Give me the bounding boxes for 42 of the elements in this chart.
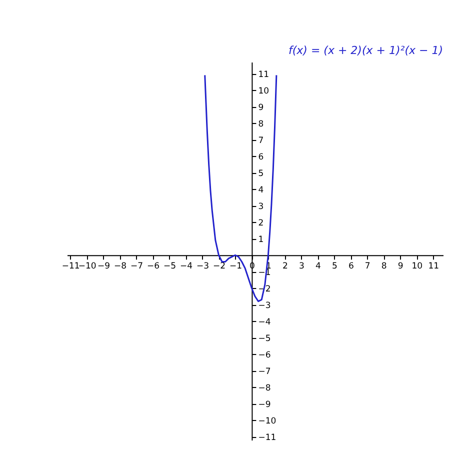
y-tick-label: 9 — [258, 103, 264, 114]
x-tick-label: 7 — [364, 262, 370, 272]
x-tick-label: −2 — [212, 262, 226, 272]
x-tick-label: 9 — [398, 262, 404, 272]
y-tick-label: −4 — [258, 318, 271, 328]
x-tick-label: 4 — [315, 262, 321, 272]
y-tick-label: 3 — [258, 202, 264, 212]
y-tick-label: 7 — [258, 136, 264, 146]
x-tick-label: −6 — [146, 262, 160, 272]
y-tick-label: 10 — [258, 86, 270, 97]
y-tick-label: −6 — [258, 350, 271, 361]
x-tick-label: 11 — [428, 262, 440, 272]
x-tick-label: −4 — [180, 262, 192, 272]
y-tick-label: −9 — [258, 400, 271, 410]
x-tick-label: −1 — [229, 262, 242, 272]
x-tick-label: −3 — [196, 262, 209, 272]
y-tick-label: −8 — [258, 384, 271, 394]
x-tick-label: 6 — [348, 262, 354, 272]
y-tick-label: −7 — [258, 367, 271, 378]
y-tick-label: 2 — [258, 218, 264, 229]
y-tick-label: −3 — [258, 301, 271, 312]
x-tick-label: 5 — [332, 262, 338, 272]
x-tick-label: 8 — [381, 262, 387, 272]
y-tick-label: 1 — [258, 235, 264, 246]
x-tick-label: −9 — [98, 262, 110, 272]
y-tick-label: 8 — [258, 120, 264, 130]
y-tick-label: 5 — [258, 169, 264, 180]
x-tick-label: −8 — [114, 262, 127, 272]
x-tick-label: −10 — [78, 262, 96, 272]
x-tick-label: 3 — [298, 262, 304, 272]
y-tick-label: 4 — [258, 186, 264, 196]
x-tick-label: −7 — [130, 262, 144, 272]
y-tick-label: −5 — [258, 334, 271, 344]
y-tick-label: −10 — [258, 416, 276, 427]
x-tick-label: −5 — [163, 262, 176, 272]
y-tick-label: 11 — [258, 70, 270, 80]
series-label: f(x) = (x + 2)(x + 1)²(x − 1) — [288, 44, 443, 57]
y-tick-label: −11 — [258, 433, 276, 444]
x-tick-label: −11 — [62, 262, 80, 272]
x-tick-label: 10 — [412, 262, 423, 272]
x-tick-label: 2 — [282, 262, 288, 272]
y-tick-label: 6 — [258, 152, 264, 163]
